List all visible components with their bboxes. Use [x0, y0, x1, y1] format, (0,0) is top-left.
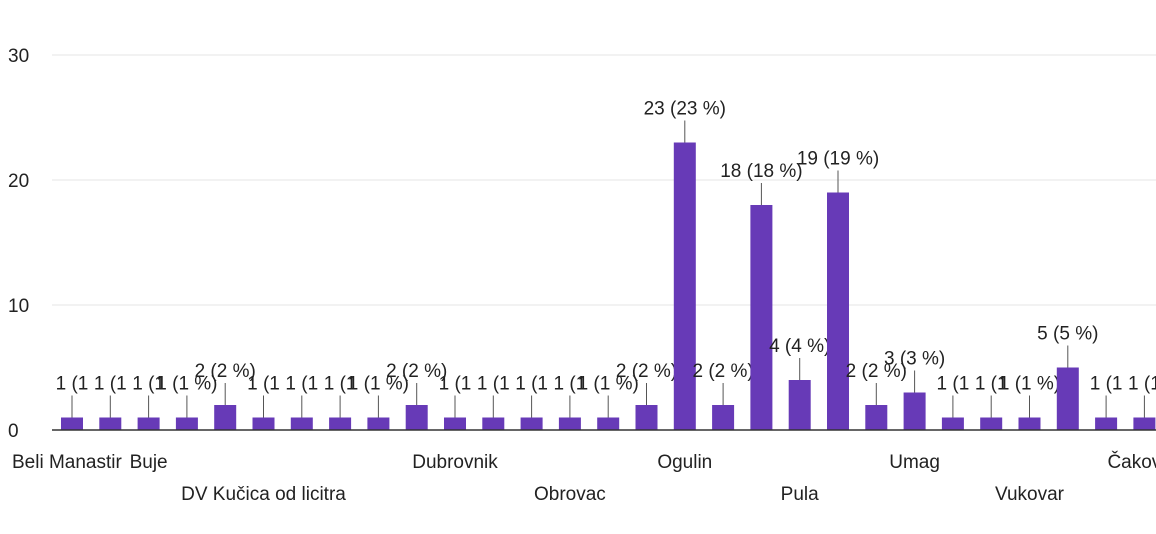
- data-label: 1 (1: [975, 374, 1008, 395]
- x-category-label: Obrovac: [534, 484, 606, 505]
- bar: [405, 405, 428, 430]
- data-label: 1 (1 %): [348, 374, 409, 395]
- bar: [1056, 367, 1079, 430]
- data-label: 1 (1: [439, 374, 472, 395]
- data-label: 2 (2 %): [616, 361, 677, 382]
- bar: [903, 392, 926, 430]
- x-category-label: Pula: [781, 484, 819, 505]
- data-label: 1 (1: [1128, 374, 1156, 395]
- bar: [673, 142, 696, 430]
- bar: [175, 417, 198, 430]
- x-category-label: Beli Manastir: [12, 452, 122, 473]
- bar: [712, 405, 735, 430]
- data-label: 18 (18 %): [720, 161, 802, 182]
- x-category-label: Vukovar: [995, 484, 1065, 505]
- bar: [99, 417, 122, 430]
- bar: [214, 405, 237, 430]
- x-category-label: Buje: [130, 452, 168, 473]
- bar: [1018, 417, 1041, 430]
- data-label: 1 (1: [554, 374, 587, 395]
- data-label: 1 (1: [132, 374, 165, 395]
- bar: [980, 417, 1003, 430]
- bar: [520, 417, 543, 430]
- data-label: 2 (2 %): [195, 361, 256, 382]
- y-tick-label: 30: [8, 46, 29, 67]
- data-label: 1 (1: [56, 374, 89, 395]
- data-label: 2 (2 %): [386, 361, 447, 382]
- data-label: 3 (3 %): [884, 349, 945, 370]
- data-label: 2 (2 %): [846, 361, 907, 382]
- x-category-label: Umag: [889, 452, 940, 473]
- data-label: 1 (1: [324, 374, 357, 395]
- bar: [941, 417, 964, 430]
- y-tick-label: 0: [8, 421, 19, 442]
- data-label: 1 (1: [94, 374, 127, 395]
- data-label: 19 (19 %): [797, 149, 879, 170]
- data-label: 4 (4 %): [769, 336, 830, 357]
- bar: [1095, 417, 1118, 430]
- bar: [329, 417, 352, 430]
- data-label: 2 (2 %): [692, 361, 753, 382]
- data-label: 1 (1: [247, 374, 280, 395]
- data-label: 1 (1: [1090, 374, 1123, 395]
- y-tick-label: 10: [8, 296, 29, 317]
- bar: [252, 417, 275, 430]
- data-label: 1 (1 %): [578, 374, 639, 395]
- bar: [290, 417, 313, 430]
- data-label: 1 (1: [937, 374, 970, 395]
- bar: [750, 205, 773, 430]
- data-label: 1 (1: [477, 374, 510, 395]
- bar: [558, 417, 581, 430]
- data-label: 1 (1: [515, 374, 548, 395]
- bar: [597, 417, 620, 430]
- bar: [482, 417, 505, 430]
- bar: [444, 417, 466, 430]
- bar: [788, 380, 811, 430]
- y-tick-label: 20: [8, 171, 29, 192]
- x-category-label: Čakovec: [1107, 451, 1156, 473]
- x-category-label: Ogulin: [657, 452, 712, 473]
- data-label: 23 (23 %): [644, 99, 726, 120]
- data-label: 1 (1: [285, 374, 318, 395]
- bar: [635, 405, 658, 430]
- bar: [865, 405, 888, 430]
- x-category-label: Dubrovnik: [412, 452, 498, 473]
- bar: [1133, 417, 1156, 430]
- bar: [367, 417, 390, 430]
- data-label: 1 (1 %): [156, 374, 217, 395]
- bar: [827, 192, 849, 430]
- x-category-label: DV Kučica od licitra: [181, 484, 346, 505]
- bar: [61, 417, 83, 430]
- data-label: 1 (1 %): [999, 374, 1060, 395]
- bar: [137, 417, 160, 430]
- data-label: 5 (5 %): [1037, 324, 1098, 345]
